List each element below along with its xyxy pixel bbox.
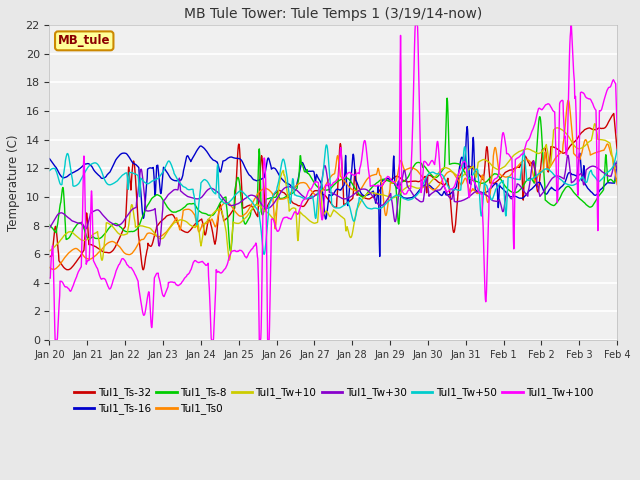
Text: MB_tule: MB_tule	[58, 35, 111, 48]
Y-axis label: Temperature (C): Temperature (C)	[7, 134, 20, 231]
Legend: Tul1_Ts-32, Tul1_Ts-16, Tul1_Ts-8, Tul1_Ts0, Tul1_Tw+10, Tul1_Tw+30, Tul1_Tw+50,: Tul1_Ts-32, Tul1_Ts-16, Tul1_Ts-8, Tul1_…	[70, 383, 597, 419]
Title: MB Tule Tower: Tule Temps 1 (3/19/14-now): MB Tule Tower: Tule Temps 1 (3/19/14-now…	[184, 7, 483, 21]
